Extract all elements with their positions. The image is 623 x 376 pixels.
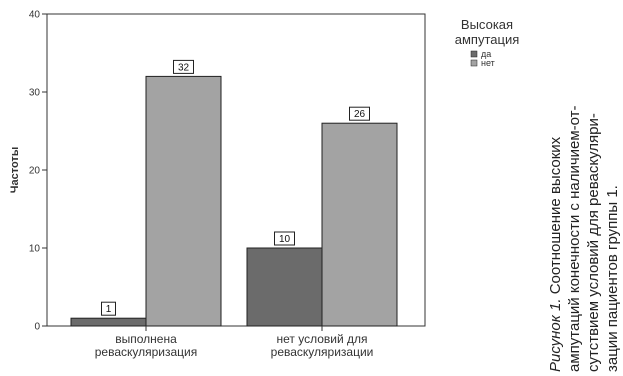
x-tick-label: реваскуляризации — [271, 345, 374, 359]
figure-caption: Рисунок 1. Соотношение высоких ампутаций… — [547, 105, 621, 372]
y-tick-label: 0 — [34, 322, 40, 333]
y-axis-label: Частоты — [9, 147, 21, 193]
bar — [70, 317, 147, 327]
caption-line-2: ампутаций конечности с наличием-от- — [566, 105, 583, 372]
x-tick-label: выполнена — [115, 332, 177, 346]
data-label-box — [101, 301, 116, 316]
x-tick-label: нет условий для — [276, 332, 367, 346]
caption-line-4: зации пациентов группы 1. — [604, 185, 621, 372]
legend-title: Высокая — [461, 17, 513, 32]
y-tick-label: 10 — [29, 244, 41, 255]
legend-swatch — [470, 50, 478, 58]
data-label: 26 — [354, 109, 366, 120]
data-label: 32 — [178, 62, 190, 73]
legend-item: да — [481, 49, 491, 59]
caption-line-1-text: Соотношение высоких — [547, 136, 564, 298]
legend-title: ампутация — [455, 32, 520, 47]
legend-swatch — [470, 59, 478, 67]
bar — [246, 247, 323, 327]
bar — [321, 122, 398, 327]
data-label-box — [274, 231, 295, 246]
data-label: 1 — [106, 304, 112, 315]
data-label: 10 — [279, 234, 291, 245]
y-tick-label: 30 — [29, 88, 41, 99]
y-tick-label: 40 — [29, 10, 41, 21]
bar — [145, 75, 222, 327]
caption-line-1: Рисунок 1. Соотношение высоких — [547, 136, 564, 372]
y-tick-label: 20 — [29, 166, 41, 177]
data-label-box — [349, 106, 370, 121]
x-tick-label: реваскуляризация — [95, 345, 198, 359]
legend-item: нет — [481, 58, 495, 68]
caption-figure-label: Рисунок 1. — [547, 298, 564, 372]
data-label-box — [173, 59, 194, 74]
caption-line-3: сутствием условий для реваскуляри- — [585, 113, 602, 372]
